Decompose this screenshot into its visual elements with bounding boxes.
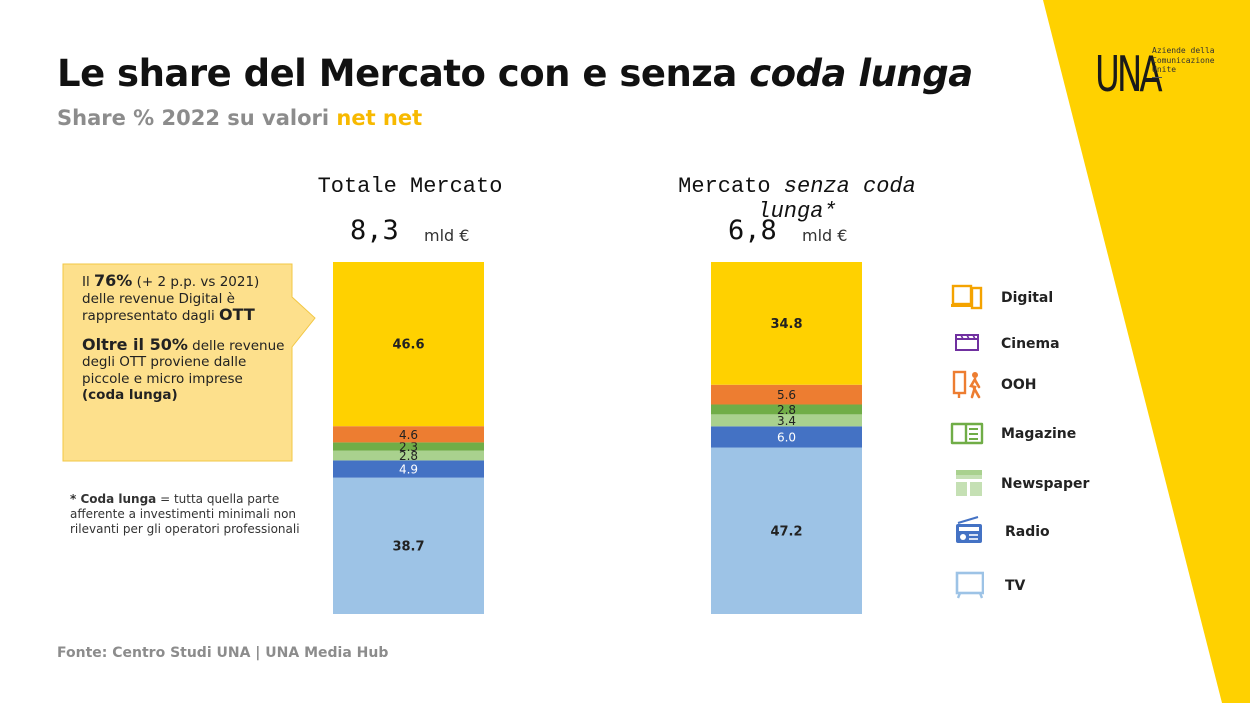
logo-rule [1152,77,1162,78]
bar-segment-tv [711,447,862,614]
legend-item-magazine: Magazine [950,418,1110,448]
bar-segment-newspaper [711,414,862,427]
logo-text: Aziende della Comunicazione Unite [1152,46,1215,74]
bar-label-digital: 34.8 [770,317,802,332]
bar-label-tv: 38.7 [392,539,424,554]
newspaper-icon [956,470,982,496]
callout-paragraph-ott: Il 76% (+ 2 p.p. vs 2021) delle revenue … [82,271,260,324]
clapperboard-icon [955,334,979,351]
bar-label-radio: 6.0 [777,430,796,444]
callout-text: Il 76% (+ 2 p.p. vs 2021) delle revenue … [82,271,288,416]
bar-segment-magazine [333,442,484,451]
bar-segment-radio [333,460,484,478]
tv-icon [955,571,984,599]
total-unit-senza: mld € [802,226,848,245]
chart-title-senza: Mercato senza coda lunga* [678,174,916,224]
radio-icon [956,516,982,543]
total-value-senza: 6,8 [728,215,777,246]
devices-icon [951,284,983,310]
page-title: Le share del Mercato con e senza coda lu… [57,52,973,95]
total-unit-total: mld € [424,226,470,245]
bar-segment-digital [333,262,484,427]
bar-segment-magazine [711,404,862,415]
bar-label-tv: 47.2 [770,524,802,539]
legend-item-radio: Radio [950,516,1110,546]
legend-label: Magazine [1001,426,1077,442]
bar-label-magazine: 2.8 [777,403,796,417]
source-note: Fonte: Centro Studi UNA | UNA Media Hub [57,645,389,661]
bar-label-digital: 46.6 [392,338,424,353]
open-book-icon [950,422,984,445]
footnote: * Coda lunga = tutta quella parte affere… [70,492,300,536]
legend-item-cinema: Cinema [950,328,1110,358]
bar-label-ooh: 4.6 [399,428,418,442]
legend-label: Newspaper [1001,476,1090,492]
legend-item-ooh: OOH [950,369,1110,399]
bar-segment-ooh [333,426,484,443]
legend-label: OOH [1001,377,1037,393]
legend-label: Cinema [1001,336,1060,352]
bar-label-newspaper: 3.4 [777,414,796,428]
bar-segment-tv [333,477,484,614]
bar-label-radio: 4.9 [399,463,418,477]
callout-box [62,263,316,462]
chart-title-total: Totale Mercato [317,174,503,199]
bar-segment-radio [711,426,862,448]
logo-mark: UNA [1095,46,1163,104]
total-value-total: 8,3 [350,215,399,246]
bar-label-ooh: 5.6 [777,388,796,402]
legend-item-tv: TV [950,570,1110,600]
legend-item-digital: Digital [950,282,1110,312]
bar-label-magazine: 2.3 [399,440,418,454]
bar-segment-digital [711,262,862,385]
legend-item-newspaper: Newspaper [950,468,1110,498]
bar-segment-newspaper [333,450,484,461]
una-logo: UNA Aziende della Comunicazione Unite [1095,46,1215,104]
subtitle-highlight: net net [336,106,423,130]
legend-label: Digital [1001,290,1054,306]
legend-label: Radio [1005,524,1050,540]
billboard-person-icon [952,370,981,399]
legend-label: TV [1005,578,1026,594]
page-subtitle: Share % 2022 su valori net net [57,106,423,130]
bar-label-newspaper: 2.8 [399,449,418,463]
callout-paragraph-long-tail: Oltre il 50% delle revenue degli OTT pro… [82,334,285,403]
bar-segment-ooh [711,384,862,405]
